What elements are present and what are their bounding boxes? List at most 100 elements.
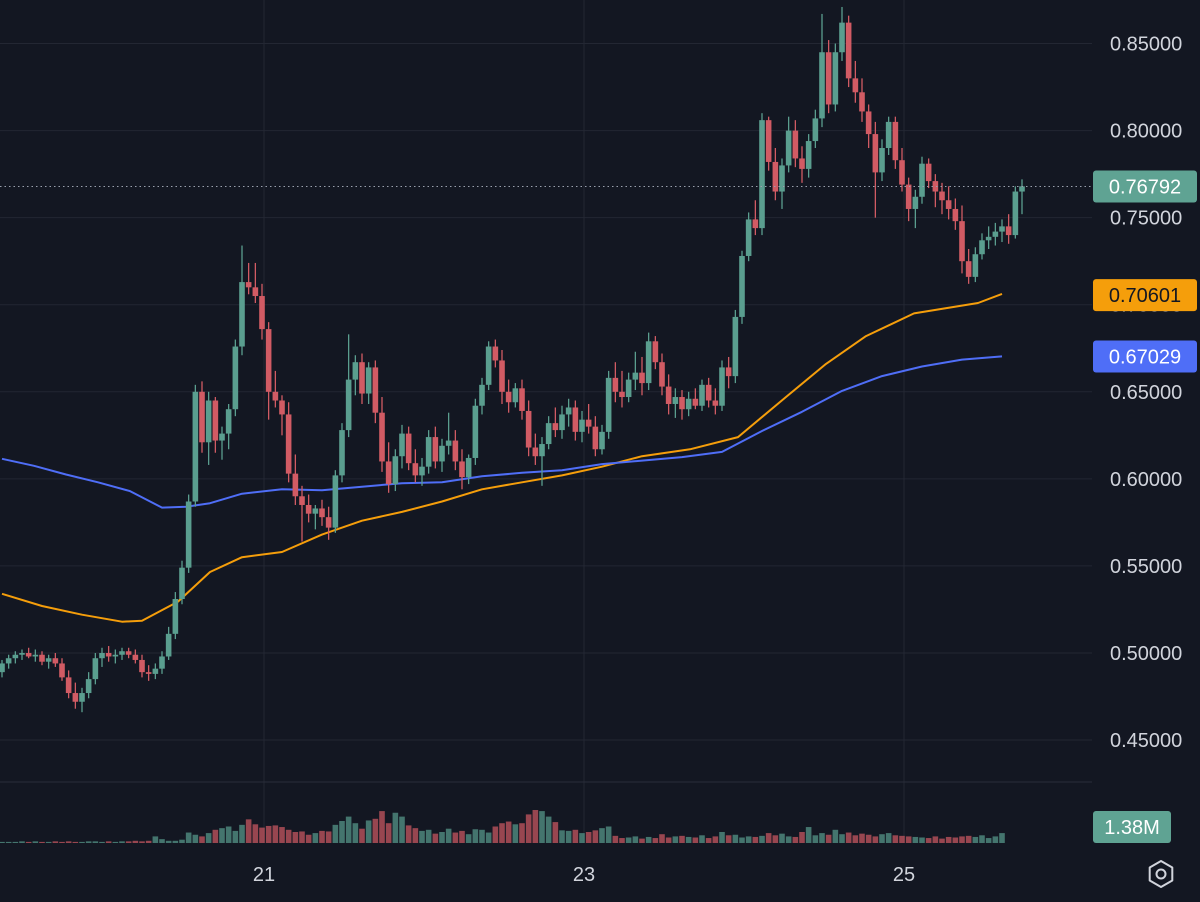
candle-body	[345, 379, 352, 431]
last-price-tag-text: 0.76792	[1109, 176, 1181, 198]
time-axis[interactable]: 21 23 25	[253, 864, 915, 886]
candle	[252, 262, 259, 303]
candle-body	[0, 663, 5, 673]
candle	[979, 233, 985, 260]
volume-bar	[525, 814, 532, 843]
candle	[932, 174, 939, 208]
volume-bar	[259, 827, 265, 843]
candle-body	[859, 92, 865, 112]
volume-bar	[885, 833, 892, 843]
candle-body	[105, 652, 112, 657]
candle-body	[672, 397, 679, 404]
candle-body	[312, 508, 319, 514]
volume-bar	[752, 836, 759, 843]
candle	[5, 654, 12, 669]
candle-body	[79, 693, 85, 702]
candle	[559, 405, 565, 439]
candle	[779, 158, 785, 209]
volume-bar	[212, 829, 219, 843]
candle-body	[645, 341, 652, 384]
candle-body	[732, 316, 739, 377]
candle-body	[759, 120, 765, 229]
candle-body	[239, 282, 245, 347]
candle-body	[45, 658, 52, 662]
candle-body	[985, 236, 992, 241]
price-axis[interactable]: 0.450000.500000.550000.600000.650000.700…	[1110, 34, 1182, 753]
volume-bar	[305, 834, 312, 843]
candle	[165, 626, 172, 660]
candle	[992, 222, 999, 246]
candle	[359, 353, 365, 404]
candle	[499, 350, 505, 404]
volume-bar	[865, 834, 872, 843]
volume-bar	[659, 834, 665, 843]
candle-body	[505, 391, 512, 403]
candle	[465, 454, 472, 485]
candle	[459, 449, 465, 490]
candle-body	[659, 362, 665, 387]
axis-tags: 0.76792 0.70601 0.67029 1.38M	[1093, 170, 1197, 843]
candle	[672, 388, 679, 418]
candle	[265, 322, 272, 420]
volume-bar	[499, 823, 505, 843]
candle	[885, 116, 892, 155]
volume-bar	[585, 832, 592, 843]
candle	[812, 109, 819, 149]
candle-body	[519, 388, 525, 411]
candle	[965, 249, 972, 284]
candle-body	[39, 654, 45, 662]
candle-body	[99, 652, 105, 659]
candle-body	[1012, 191, 1019, 236]
candle-body	[632, 372, 639, 380]
volume-bar	[219, 828, 225, 843]
volume-bar	[239, 824, 245, 843]
volume-bar	[225, 826, 232, 843]
candle-body	[999, 226, 1005, 232]
volume-bar	[105, 841, 112, 843]
volume-bar	[739, 837, 745, 843]
volume-bar	[265, 825, 272, 843]
candle-body	[825, 52, 832, 105]
volume-bar	[745, 836, 752, 843]
candle-body	[532, 447, 539, 457]
candle	[485, 341, 492, 391]
candle	[125, 647, 132, 659]
candle-body	[325, 517, 332, 528]
candle-body	[545, 423, 552, 445]
candle	[952, 198, 959, 230]
volume-bar	[445, 828, 452, 843]
candle-body	[479, 384, 485, 406]
candle-body	[432, 437, 439, 462]
candle	[425, 430, 432, 474]
volume-bar	[639, 838, 645, 843]
candle-body	[285, 414, 292, 474]
candle	[272, 370, 279, 408]
candle-body	[65, 677, 72, 694]
volume-bar	[545, 816, 552, 843]
candle	[872, 121, 879, 218]
candle	[372, 360, 379, 424]
candle	[145, 665, 152, 681]
candle-body	[112, 654, 119, 657]
volume-bar	[472, 829, 479, 843]
chart-settings-button[interactable]	[1143, 856, 1179, 892]
volume-bar	[625, 837, 632, 843]
candle-body	[292, 473, 299, 497]
volume-bar	[592, 830, 599, 843]
candle-body	[592, 426, 599, 450]
volume-bar	[285, 829, 292, 843]
candle-body	[745, 219, 752, 256]
candle	[999, 219, 1005, 243]
candle	[919, 156, 925, 204]
candle-body	[245, 282, 252, 288]
candle-body	[72, 693, 79, 702]
candle	[212, 397, 219, 453]
candle	[765, 116, 772, 171]
volume-bar	[632, 836, 639, 843]
candle-body	[152, 668, 159, 674]
volume-bar	[719, 832, 725, 843]
volume-bar	[25, 841, 32, 843]
volume-bar	[652, 838, 659, 843]
candle-body	[1005, 226, 1012, 236]
